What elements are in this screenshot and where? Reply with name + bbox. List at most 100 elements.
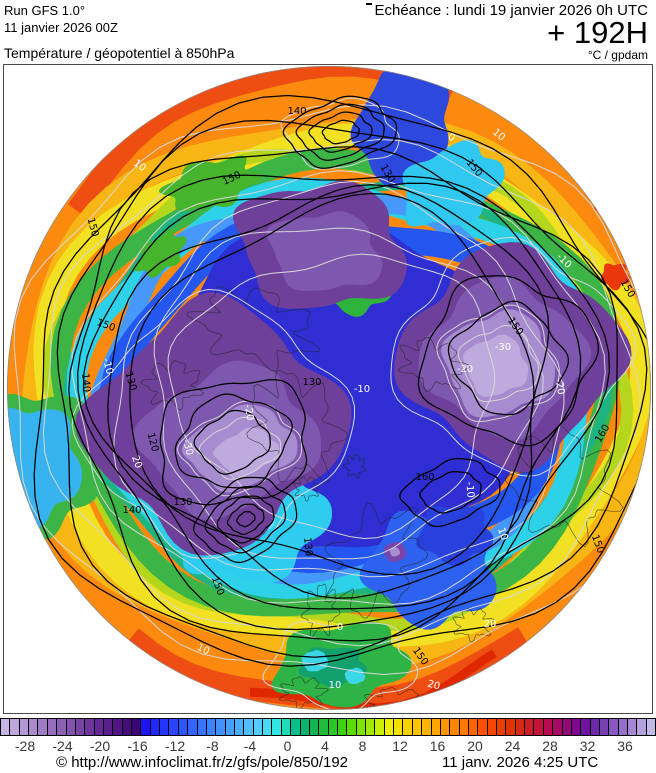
colorbar-tick-label: -28 (14, 738, 36, 754)
temperature-contour-label: 0 (446, 131, 457, 144)
run-date-label: 11 janvier 2026 00Z (4, 20, 118, 35)
colorbar-ticks: -28 -24 -20 -16 -12 -8 -4 0 4 8 12 16 20 24 28 32 36 (0, 738, 656, 754)
colorbar-cell (478, 719, 488, 735)
colorbar-cell (216, 719, 226, 735)
colorbar-tick-label: 24 (504, 738, 521, 754)
colorbar-tick-label: 0 (283, 738, 292, 754)
colorbar-cell (225, 719, 235, 735)
geopotential-contour-label: 120 (145, 432, 161, 453)
colorbar-cell (403, 719, 413, 735)
temperature-contour-label: -20 (457, 364, 473, 375)
colorbar-cell (562, 719, 572, 735)
geopotential-contour-label: 130 (302, 377, 321, 388)
geopotential-contour-label: 140 (287, 106, 306, 117)
tick-mark (366, 3, 372, 5)
colorbar-tick-label: 20 (467, 738, 483, 754)
colorbar (0, 718, 656, 736)
colorbar-cell (384, 719, 395, 735)
geopotential-contour-label: 150 (85, 217, 101, 238)
colorbar-cell (178, 719, 189, 735)
colorbar-cell (160, 719, 170, 735)
temperature-contour-label: 10 (495, 526, 510, 542)
geopotential-contour-label: 140 (79, 373, 92, 393)
geopotential-contour-label: 130 (301, 537, 314, 557)
colorbar-cell (309, 719, 320, 735)
colorbar-cell (29, 719, 39, 735)
map-panel: 0 10 10 -10 -20 -30 -20 -10 -10 -10 0 10 10 20 20 -20 10… (3, 64, 653, 714)
colorbar-cell (113, 719, 123, 735)
geopotential-contour-label: 130 (123, 371, 139, 392)
copyright-url: © http://www.infoclimat.fr/z/gfs/pole/85… (56, 754, 349, 771)
colorbar-tick-label: 12 (392, 738, 408, 754)
temperature-contour-label: -10 (354, 384, 370, 395)
temperature-contour-label: 20 (484, 619, 497, 630)
run-model-label: Run GFS 1.0° (4, 3, 86, 18)
colorbar-cell (66, 719, 76, 735)
colorbar-cell (10, 719, 20, 735)
colorbar-cell (75, 719, 86, 735)
colorbar-cell (272, 719, 282, 735)
temperature-contour-label: 20 (426, 679, 441, 693)
lead-time-label: + 192H (547, 15, 648, 50)
colorbar-cell (487, 719, 498, 735)
colorbar-cell (253, 719, 264, 735)
colorbar-cell (450, 719, 460, 735)
colorbar-cell (506, 719, 516, 735)
colorbar-cell (19, 719, 30, 735)
colorbar-cell (347, 719, 357, 735)
colorbar-cell (263, 719, 273, 735)
colorbar-cell (169, 719, 179, 735)
colorbar-cell (637, 719, 647, 735)
colorbar-cell (150, 719, 161, 735)
colorbar-cell (300, 719, 310, 735)
temperature-contour-label: -30 (180, 438, 195, 457)
colorbar-cell (497, 719, 507, 735)
temperature-contour-label: 10 (329, 680, 342, 691)
colorbar-cell (328, 719, 338, 735)
colorbar-cell (440, 719, 451, 735)
colorbar-cell (122, 719, 133, 735)
variable-label: Température / géopotentiel à 850hPa (4, 45, 235, 61)
colorbar-tick-label: -4 (243, 738, 257, 754)
geopotential-contour-label: 130 (173, 497, 192, 508)
temperature-contour-label: 20 (129, 454, 144, 470)
colorbar-cell (590, 719, 600, 735)
colorbar-cell (600, 719, 610, 735)
colorbar-tick-label: 16 (429, 738, 446, 754)
geopotential-contour-label: 140 (122, 505, 141, 516)
colorbar-cell (609, 719, 619, 735)
colorbar-cell (38, 719, 48, 735)
temperature-contour-label: 10 (195, 642, 211, 657)
colorbar-cell (515, 719, 526, 735)
temperature-contour-label: 0 (337, 622, 343, 633)
colorbar-cell (85, 719, 95, 735)
colorbar-cell (47, 719, 58, 735)
colorbar-cell (141, 719, 151, 735)
colorbar-cell (431, 719, 441, 735)
temperature-contour-label: -10 (463, 481, 475, 498)
units-label: °C / gpdam (587, 48, 648, 62)
colorbar-cell (291, 719, 301, 735)
colorbar-tick-label: -12 (164, 738, 186, 754)
colorbar-cell (394, 719, 404, 735)
colorbar-cell (571, 719, 582, 735)
colorbar-cell (366, 719, 376, 735)
geopotential-contour-label: 160 (415, 472, 434, 483)
colorbar-cell (459, 719, 469, 735)
colorbar-tick-label: -20 (89, 738, 111, 754)
colorbar-tick-label: -24 (52, 738, 73, 754)
colorbar-cell (646, 719, 656, 735)
temperature-contour-label: -20 (242, 404, 256, 422)
colorbar-tick-label: -8 (206, 738, 219, 754)
colorbar-cell (188, 719, 198, 735)
colorbar-cell (581, 719, 591, 735)
colorbar-cell (375, 719, 385, 735)
temperature-contour-label: -20 (553, 378, 567, 396)
colorbar-cell (57, 719, 67, 735)
colorbar-cell (244, 719, 254, 735)
colorbar-cell (543, 719, 554, 735)
colorbar-cell (337, 719, 348, 735)
colorbar-cell (197, 719, 207, 735)
colorbar-cell (206, 719, 217, 735)
